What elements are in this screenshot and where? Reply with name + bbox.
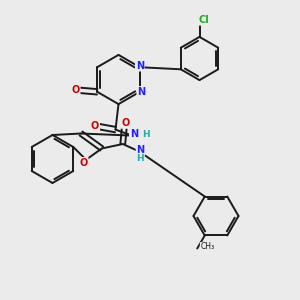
Text: N: N	[130, 129, 138, 139]
Text: O: O	[121, 118, 129, 128]
Text: O: O	[91, 121, 99, 131]
Text: N: N	[137, 87, 146, 97]
Text: N: N	[136, 145, 145, 155]
Text: Cl: Cl	[198, 15, 209, 25]
Text: O: O	[80, 158, 88, 168]
Text: H: H	[142, 130, 149, 139]
Text: O: O	[71, 85, 80, 95]
Text: N: N	[136, 61, 144, 71]
Text: H: H	[136, 154, 144, 163]
Text: CH₃: CH₃	[200, 242, 214, 251]
